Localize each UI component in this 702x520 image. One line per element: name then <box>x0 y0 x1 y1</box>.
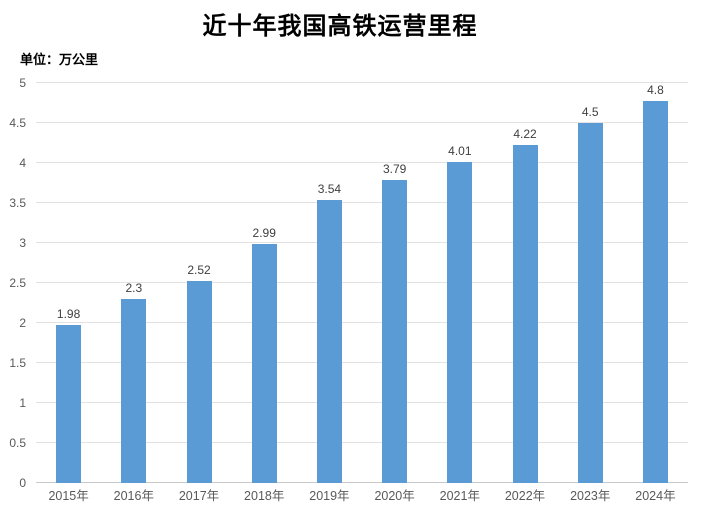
x-tick-label: 2020年 <box>374 489 415 503</box>
bar-value-label: 2.52 <box>187 263 211 278</box>
bar <box>382 179 408 483</box>
y-tick-label: 5 <box>19 76 26 90</box>
bar-value-label: 2.99 <box>252 225 276 240</box>
bar <box>512 145 538 483</box>
y-tick-label: 3.5 <box>9 196 26 210</box>
gridline <box>36 322 688 323</box>
bar-slot: 3.79 <box>362 83 427 483</box>
gridline <box>36 402 688 403</box>
bar-value-label: 3.79 <box>382 161 407 176</box>
plot-area: 1.98 2.3 2.52 2.99 3.54 3.79 4.01 4.22 4.5 4.8 <box>36 82 688 483</box>
gridline <box>36 82 688 83</box>
bar <box>316 199 342 483</box>
bar-value-label: 4.01 <box>448 144 472 159</box>
bar <box>447 162 473 483</box>
bar-slot: 2.52 <box>166 83 231 483</box>
bar <box>251 243 277 483</box>
bar <box>56 324 82 483</box>
bar-value-label: 4.22 <box>513 127 537 142</box>
chart-title: 近十年我国高铁运营里程 <box>202 11 478 40</box>
y-tick-label: 1.5 <box>9 356 26 370</box>
y-axis: 0 0.5 1 1.5 2 2.5 3 3.5 4 4.5 5 <box>0 77 30 489</box>
y-tick-label: 2.5 <box>9 276 26 290</box>
bar-slot: 1.98 <box>36 83 101 483</box>
bar-slot: 4.5 <box>558 83 623 483</box>
bar <box>186 281 212 483</box>
x-tick-label: 2023年 <box>570 489 611 503</box>
gridline <box>36 362 688 363</box>
x-tick-label: 2019年 <box>309 489 350 503</box>
bar-value-label: 4.5 <box>581 105 599 119</box>
bar-value-label: 1.98 <box>56 306 81 321</box>
unit-label: 单位：万公里 <box>20 52 99 67</box>
y-tick-label: 2 <box>19 316 26 330</box>
bar-slot: 4.01 <box>427 83 492 483</box>
x-tick-label: 2024年 <box>635 489 676 503</box>
x-tick-label: 2015年 <box>48 489 89 503</box>
x-axis: 2015年 2016年 2017年 2018年 2019年 2020年 2021年 2022年… <box>36 489 688 504</box>
y-tick-label: 3 <box>19 236 26 250</box>
bar-slot: 3.54 <box>297 83 362 483</box>
y-tick-label: 1 <box>19 396 26 410</box>
y-tick-label: 4.5 <box>9 116 26 130</box>
gridline <box>36 442 688 443</box>
x-tick-label: 2021年 <box>439 489 480 503</box>
bar <box>121 299 147 483</box>
y-tick-label: 0.5 <box>9 436 26 450</box>
bar-slot: 2.99 <box>232 83 297 483</box>
gridline <box>36 162 688 163</box>
bar-slot: 2.3 <box>101 83 166 483</box>
bar-value-label: 2.3 <box>125 281 143 295</box>
x-tick-label: 2017年 <box>178 489 220 503</box>
y-tick-label: 0 <box>19 476 26 490</box>
gridline <box>36 202 688 203</box>
x-axis-line <box>36 482 688 483</box>
gridline <box>36 282 688 283</box>
x-tick-label: 2018年 <box>244 489 285 503</box>
bar-value-label: 3.54 <box>317 181 342 196</box>
bar-series: 1.98 2.3 2.52 2.99 3.54 3.79 4.01 4.22 4.5 4.8 <box>36 83 688 483</box>
y-tick-label: 4 <box>19 156 26 170</box>
bar <box>642 101 668 483</box>
bar-slot: 4.22 <box>492 83 557 483</box>
gridline <box>36 122 688 123</box>
bar-slot: 4.8 <box>623 83 688 483</box>
x-tick-label: 2022年 <box>504 489 546 503</box>
bar-value-label: 4.8 <box>647 83 664 97</box>
gridline <box>36 242 688 243</box>
bar <box>577 123 603 483</box>
x-tick-label: 2016年 <box>113 489 154 503</box>
